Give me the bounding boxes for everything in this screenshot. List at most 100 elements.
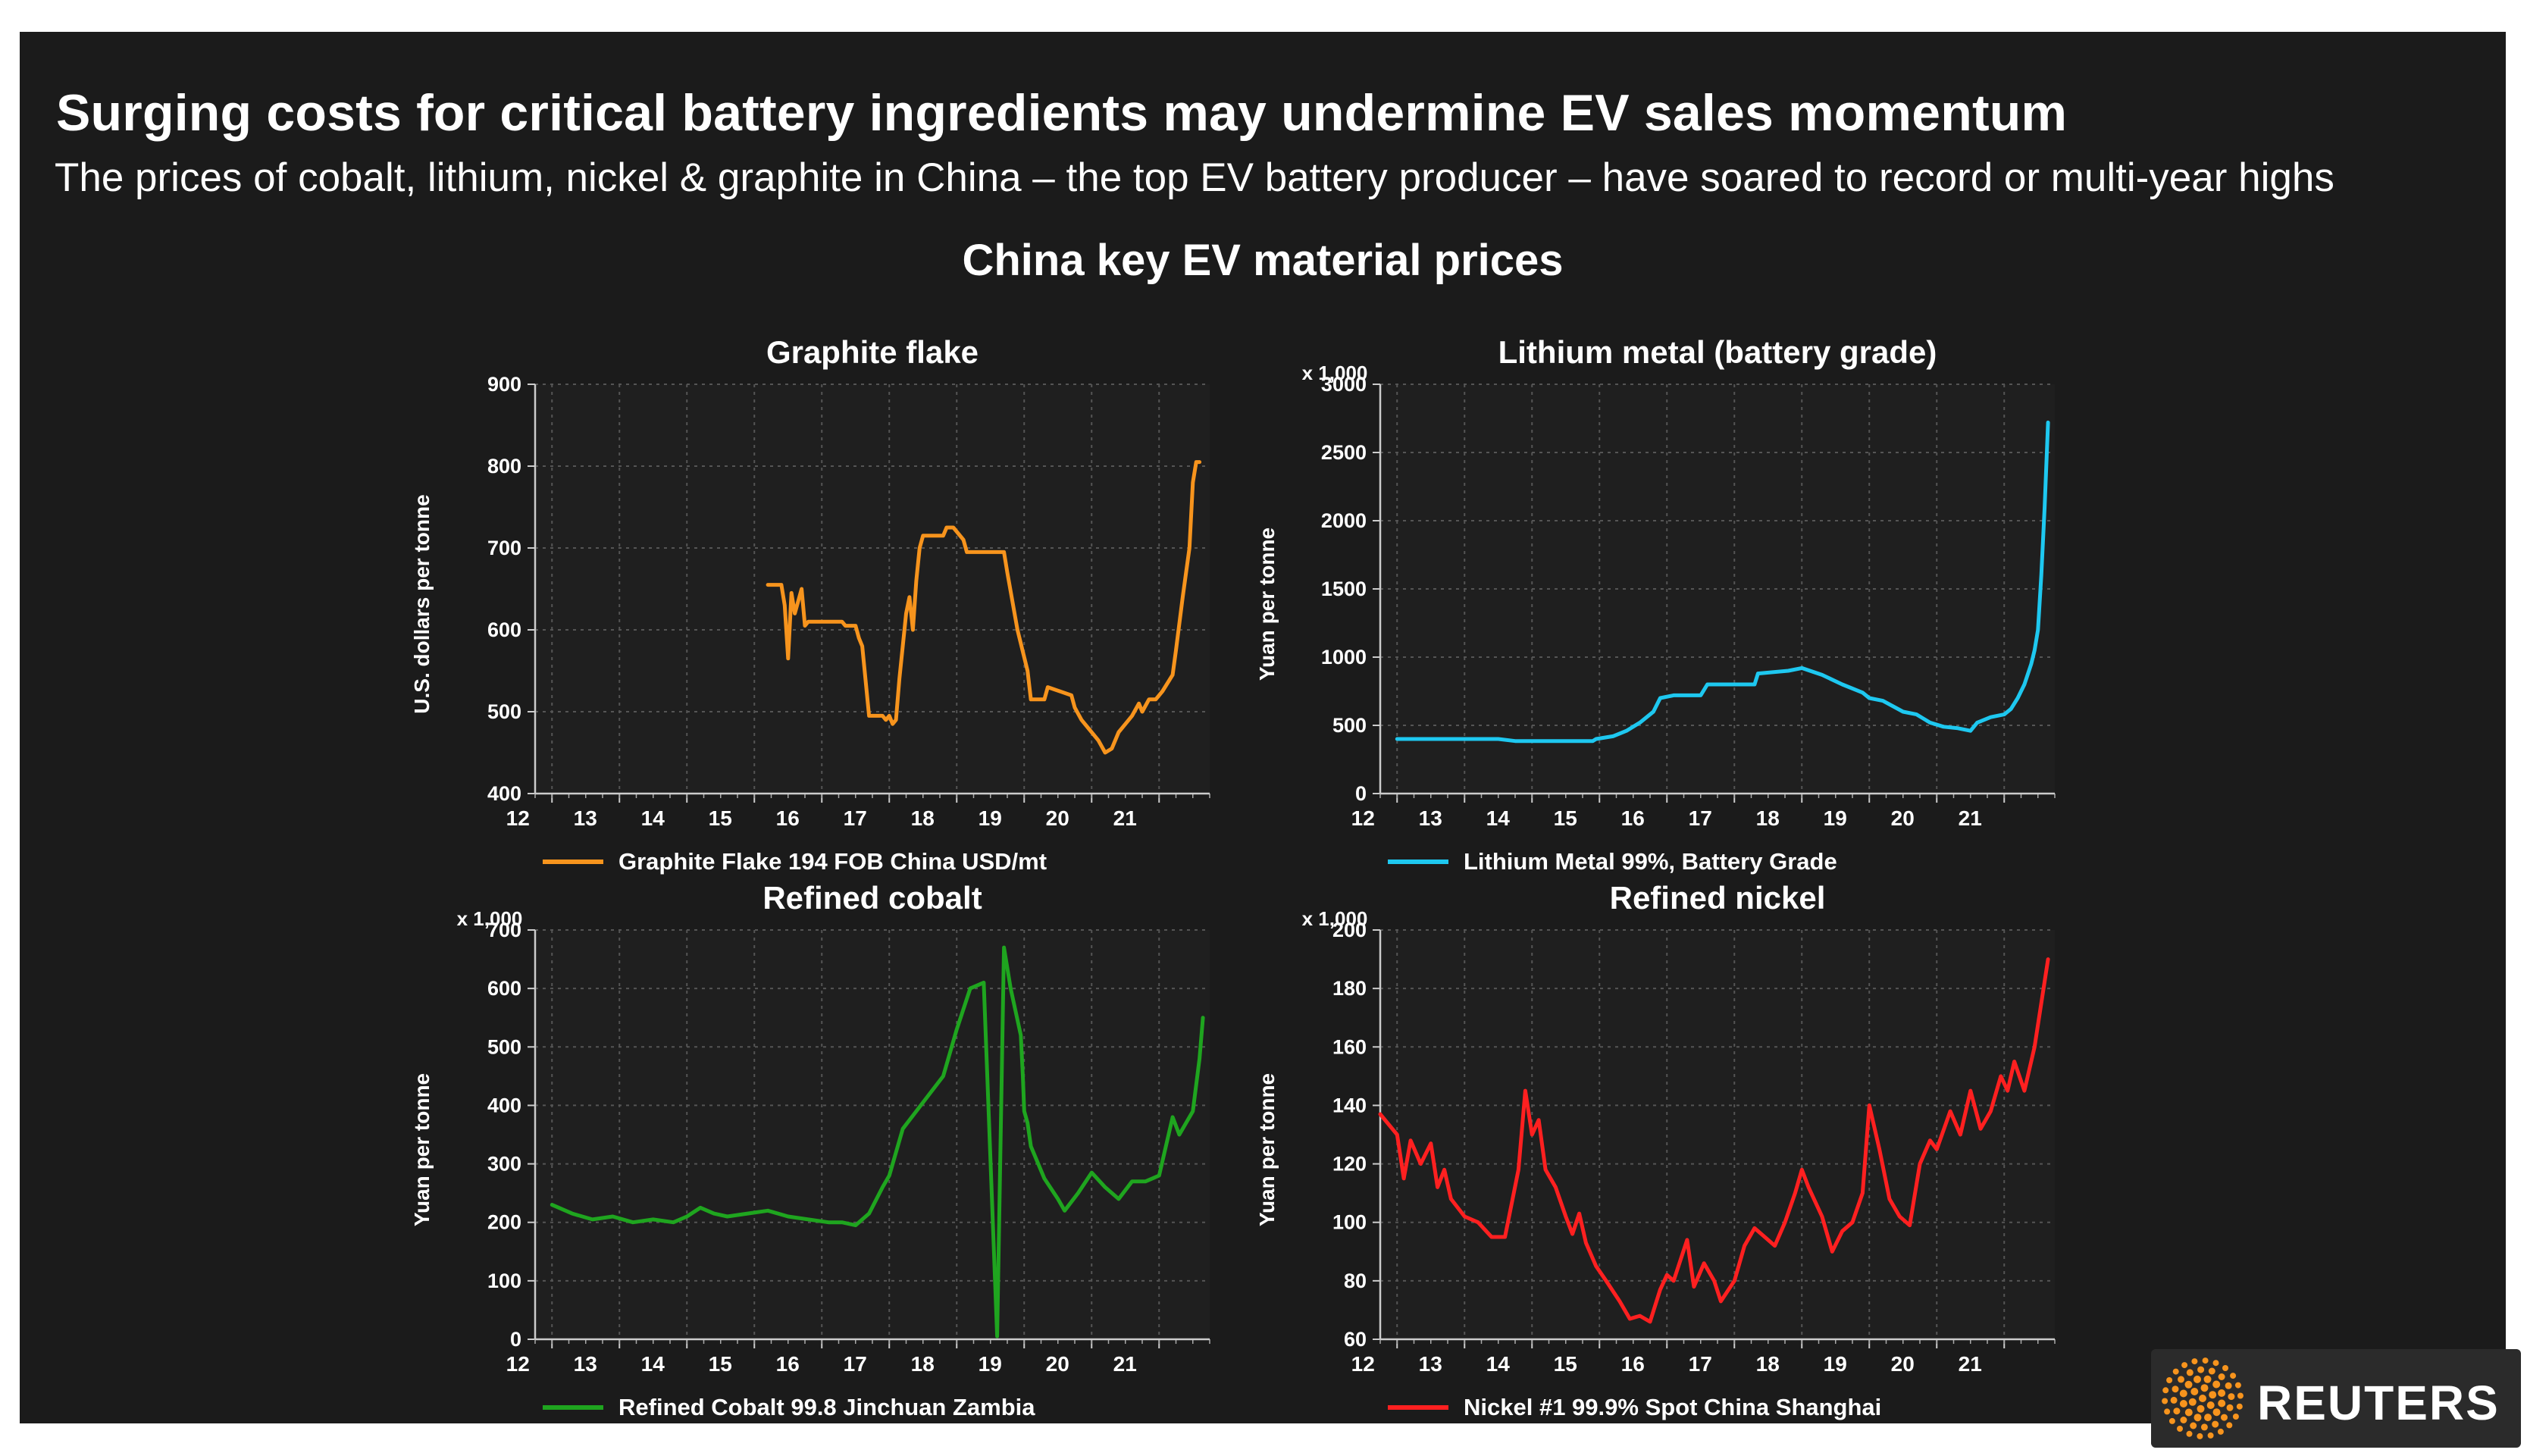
graphite-x-tick-label: 19 [979, 806, 1002, 830]
logo-dot [2186, 1369, 2194, 1376]
lithium-x-tick-label: 14 [1486, 806, 1511, 830]
logo-dot [2199, 1395, 2206, 1402]
nickel-x-tick-label: 21 [1959, 1352, 1982, 1376]
cobalt-y-tick-label: 300 [487, 1153, 521, 1176]
graphite-legend-label: Graphite Flake 194 FOB China USD/mt [618, 848, 1047, 875]
logo-dot [2172, 1368, 2179, 1375]
nickel-y-tick-label: 180 [1332, 977, 1367, 1000]
nickel-y-tick-label: 120 [1332, 1153, 1367, 1176]
logo-dot [2186, 1430, 2193, 1437]
logo-dot [2234, 1382, 2241, 1389]
logo-dot [2197, 1366, 2205, 1373]
cobalt-y-tick-label: 100 [487, 1270, 521, 1292]
logo-dot [2228, 1393, 2235, 1401]
graphite-x-tick-label: 16 [776, 806, 800, 830]
lithium-x-tick-label: 16 [1621, 806, 1645, 830]
nickel-y-tick-label: 80 [1344, 1270, 1367, 1292]
logo-dot [2230, 1373, 2237, 1379]
nickel-y-tick-label: 60 [1344, 1328, 1367, 1351]
logo-dot [2188, 1398, 2197, 1406]
logo-dot [2204, 1414, 2212, 1422]
logo-dot [2179, 1400, 2187, 1407]
lithium-y-tick-label: 1500 [1321, 578, 1367, 600]
nickel-x-tick-label: 13 [1419, 1352, 1442, 1376]
graphite-y-tick-label: 800 [487, 455, 521, 478]
reuters-wordmark: REUTERS [2257, 1376, 2500, 1430]
graphite-x-tick-label: 13 [574, 806, 597, 830]
lithium-x-tick-label: 18 [1756, 806, 1780, 830]
lithium-x-tick-label: 17 [1689, 806, 1712, 830]
cobalt-x-tick-label: 13 [574, 1352, 597, 1376]
lithium-x-tick-label: 15 [1554, 806, 1577, 830]
graphite-y-tick-label: 400 [487, 782, 521, 805]
logo-dot [2190, 1388, 2199, 1395]
logo-dot [2180, 1417, 2187, 1423]
logo-dot [2166, 1377, 2173, 1383]
logo-dot [2206, 1401, 2215, 1409]
cobalt-legend-label: Refined Cobalt 99.8 Jinchuan Zambia [618, 1394, 1035, 1420]
cobalt-series-line [550, 945, 1205, 1339]
nickel-x-tick-label: 20 [1891, 1352, 1915, 1376]
logo-dot [2197, 1404, 2205, 1413]
lithium-x-tick-label: 19 [1824, 806, 1847, 830]
logo-dot [2218, 1373, 2225, 1380]
cobalt-x-tick-label: 18 [911, 1352, 935, 1376]
graphite-chart-title: Graphite flake [766, 334, 979, 370]
logo-dot [2212, 1420, 2219, 1428]
logo-dot [2203, 1375, 2212, 1383]
graphite-y-tick-label: 600 [487, 618, 521, 641]
logo-dot [2184, 1408, 2193, 1417]
cobalt-y-tick-label: 600 [487, 977, 521, 1000]
logo-dot [2232, 1414, 2239, 1420]
graphite-x-tick-label: 20 [1046, 806, 1069, 830]
graphite-plot-area [535, 384, 1210, 794]
graphite-x-tick-label: 18 [911, 806, 935, 830]
logo-dot [2218, 1399, 2226, 1407]
cobalt-y-tick-label: 500 [487, 1035, 521, 1058]
logo-dot [2237, 1392, 2244, 1399]
logo-dot [2191, 1358, 2198, 1365]
logo-dot [2170, 1396, 2178, 1404]
cobalt-x-tick-label: 21 [1113, 1352, 1137, 1376]
logo-dot [2212, 1380, 2221, 1389]
cobalt-x-tick-label: 20 [1046, 1352, 1069, 1376]
logo-dot [2217, 1428, 2224, 1435]
logo-dot [2226, 1404, 2234, 1411]
logo-dot [2218, 1389, 2226, 1397]
nickel-x-tick-label: 12 [1351, 1352, 1375, 1376]
cobalt-y-tick-label: 400 [487, 1094, 521, 1116]
cobalt-y-scale-label: x 1,000 [457, 907, 523, 930]
nickel-plot-area [1380, 930, 2055, 1339]
nickel-x-tick-label: 18 [1756, 1352, 1780, 1376]
logo-dot [2184, 1380, 2193, 1389]
logo-dot [2202, 1357, 2209, 1364]
nickel-y-tick-label: 100 [1332, 1211, 1367, 1234]
graphite-y-tick-label: 500 [487, 700, 521, 723]
logo-dot [2221, 1414, 2228, 1421]
logo-dot [2212, 1360, 2219, 1367]
cobalt-plot-area [535, 930, 1210, 1339]
logo-dot [2162, 1398, 2168, 1404]
cobalt-x-tick-label: 15 [709, 1352, 732, 1376]
nickel-x-tick-label: 16 [1621, 1352, 1645, 1376]
nickel-x-tick-label: 15 [1554, 1352, 1577, 1376]
lithium-y-tick-label: 500 [1332, 714, 1367, 737]
nickel-x-tick-label: 14 [1486, 1352, 1511, 1376]
cobalt-x-tick-label: 14 [641, 1352, 665, 1376]
logo-dot [2181, 1362, 2188, 1369]
cobalt-x-tick-label: 19 [979, 1352, 1002, 1376]
logo-dot [2226, 1422, 2233, 1429]
logo-dot [2190, 1422, 2197, 1429]
nickel-legend-label: Nickel #1 99.9% Spot China Shanghai [1464, 1394, 1881, 1420]
logo-dot [2212, 1408, 2221, 1417]
nickel-y-tick-label: 140 [1332, 1094, 1367, 1116]
chart-frame: Surging costs for critical battery ingre… [20, 32, 2521, 1455]
nickel-y-tick-label: 160 [1332, 1035, 1367, 1058]
logo-dot [2200, 1384, 2209, 1392]
logo-dot [2179, 1389, 2187, 1398]
graphite-y-tick-label: 700 [487, 537, 521, 559]
cobalt-x-tick-label: 12 [506, 1352, 530, 1376]
nickel-series-line [1378, 957, 2050, 1324]
lithium-y-tick-label: 2000 [1321, 509, 1367, 532]
lithium-x-tick-label: 13 [1419, 806, 1442, 830]
